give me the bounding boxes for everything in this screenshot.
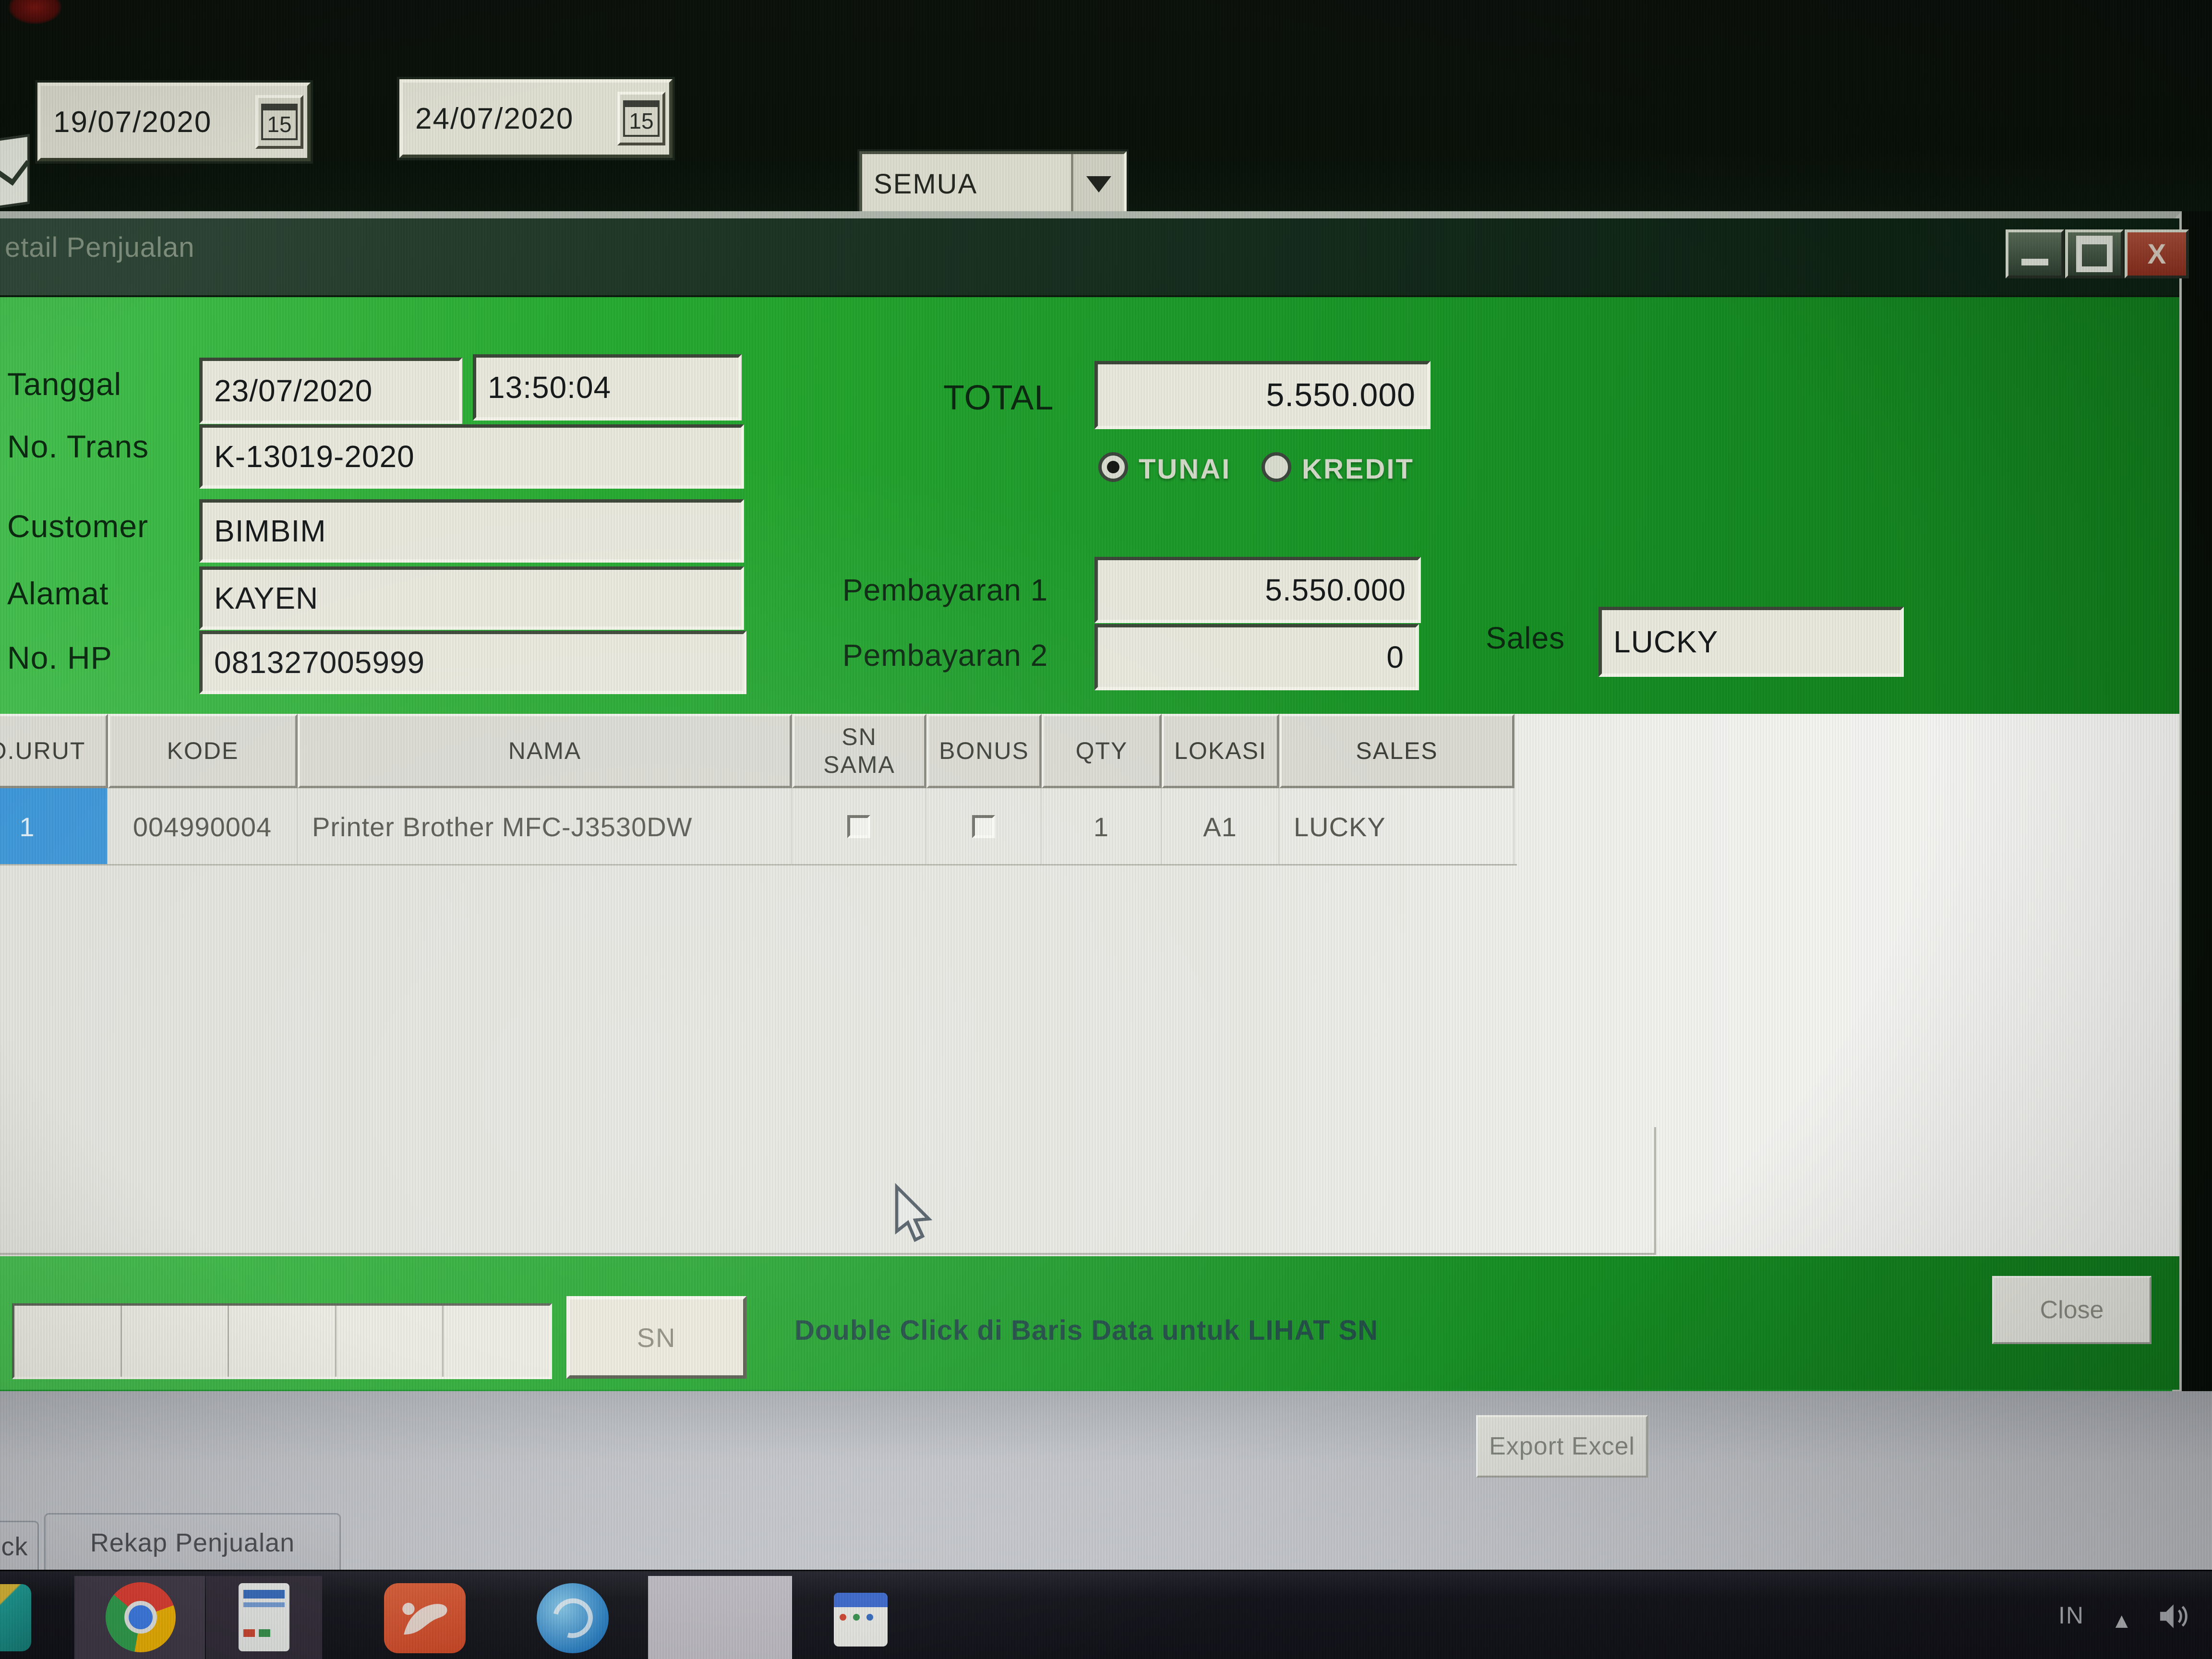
no-trans-label: No. Trans — [7, 429, 149, 464]
app-window-icon[interactable] — [834, 1593, 888, 1647]
minimize-button[interactable] — [2006, 229, 2064, 278]
pembayaran1-label: Pembayaran 1 — [842, 573, 1048, 607]
col-header-nama: NAMA — [298, 714, 792, 788]
alamat-label: Alamat — [7, 576, 109, 611]
pembayaran1-field[interactable]: 5.550.000 — [1094, 557, 1421, 623]
taskbar — [0, 1570, 2212, 1659]
speaker-icon[interactable] — [2156, 1601, 2197, 1634]
record-navigator[interactable] — [12, 1303, 552, 1379]
sales-label: Sales — [1486, 621, 1565, 655]
tanggal-label: Tanggal — [7, 366, 122, 402]
date-from-value[interactable]: 19/07/2020 — [53, 105, 212, 139]
col-header-sales: SALES — [1279, 714, 1515, 788]
col-header-lokasi: LOKASI — [1162, 714, 1279, 788]
time-field[interactable]: 13:50:04 — [473, 354, 742, 421]
nav-prev-button[interactable] — [122, 1306, 229, 1377]
calendar-icon[interactable]: 15 — [617, 92, 665, 145]
close-icon: X — [2147, 238, 2166, 270]
language-indicator[interactable]: IN — [2058, 1602, 2084, 1629]
maximize-icon — [2076, 236, 2113, 272]
taskbar-app-icon-partial[interactable] — [0, 1584, 31, 1651]
col-header-kode: KODE — [108, 714, 298, 788]
nav-next-button[interactable] — [229, 1306, 337, 1377]
no-trans-field[interactable]: K-13019-2020 — [199, 424, 744, 489]
red-smudge — [9, 0, 61, 24]
sales-field[interactable]: LUCKY — [1599, 607, 1904, 677]
taskbar-light-tile[interactable] — [648, 1576, 792, 1659]
filter-bar: 19/07/2020 15 24/07/2020 15 SEMUA — [0, 0, 2212, 217]
tab-left-partial[interactable]: ck — [0, 1521, 39, 1571]
date-from-picker[interactable]: 19/07/2020 15 — [37, 83, 311, 161]
close-form-button[interactable]: Close — [1992, 1276, 2152, 1344]
row-sales-cell[interactable]: LUCKY — [1279, 788, 1515, 865]
tunai-radio[interactable] — [1098, 452, 1128, 482]
date-to-value[interactable]: 24/07/2020 — [415, 102, 574, 135]
tunai-label: TUNAI — [1139, 454, 1231, 485]
no-hp-field[interactable]: 081327005999 — [199, 631, 746, 694]
total-label: TOTAL — [943, 379, 1054, 417]
category-dropdown[interactable]: SEMUA — [859, 151, 1127, 217]
pembayaran2-field[interactable]: 0 — [1094, 624, 1419, 690]
row-lokasi-cell[interactable]: A1 — [1162, 788, 1279, 865]
grid-bottom-border — [0, 1253, 1656, 1255]
nav-extra-cell[interactable] — [444, 1306, 550, 1377]
document-app-icon[interactable] — [239, 1583, 289, 1651]
maximize-button[interactable] — [2065, 229, 2124, 278]
kredit-label: KREDIT — [1302, 454, 1414, 485]
sn-button[interactable]: SN — [566, 1296, 746, 1379]
row-divider — [0, 864, 1517, 866]
col-header-bonus: BONUS — [926, 714, 1042, 788]
partial-checkbox[interactable] — [0, 134, 30, 209]
double-click-hint: Double Click di Baris Data untuk LIHAT S… — [794, 1315, 1379, 1346]
total-field[interactable]: 5.550.000 — [1094, 361, 1431, 429]
row-qty-cell[interactable]: 1 — [1042, 788, 1162, 865]
phone-app-icon[interactable] — [384, 1583, 466, 1653]
no-hp-label: No. HP — [7, 640, 112, 675]
tray-expand-icon[interactable]: ▲ — [2111, 1609, 2132, 1633]
browser-globe-icon[interactable] — [537, 1583, 609, 1653]
col-header-sn-sama: SN SAMA — [792, 714, 926, 788]
row-sn-sama-cell[interactable] — [792, 788, 926, 865]
category-dropdown-value: SEMUA — [874, 168, 978, 200]
minimize-icon — [2021, 259, 2048, 265]
grid-body — [0, 714, 2179, 1256]
col-header-no-urut: NO.URUT — [0, 714, 108, 788]
nav-first-button[interactable] — [14, 1306, 122, 1377]
row-nama-cell[interactable]: Printer Brother MFC-J3530DW — [298, 788, 792, 865]
row-bonus-cell[interactable] — [926, 788, 1042, 865]
mouse-cursor — [889, 1182, 939, 1253]
chrome-icon[interactable] — [106, 1582, 176, 1652]
tanggal-field[interactable]: 23/07/2020 — [199, 358, 462, 424]
kredit-radio[interactable] — [1262, 452, 1291, 482]
window-title: etail Penjualan — [5, 232, 195, 263]
date-to-picker[interactable]: 24/07/2020 15 — [399, 79, 673, 158]
alamat-field[interactable]: KAYEN — [199, 566, 744, 630]
calendar-icon[interactable]: 15 — [255, 95, 303, 149]
close-button[interactable]: X — [2125, 229, 2189, 278]
tab-rekap-penjualan[interactable]: Rekap Penjualan — [44, 1513, 341, 1571]
bonus-checkbox[interactable] — [972, 815, 995, 838]
nav-last-button[interactable] — [337, 1306, 444, 1377]
col-header-qty: QTY — [1042, 714, 1162, 788]
customer-label: Customer — [7, 508, 149, 544]
row-no-urut-cell[interactable]: 1 — [0, 788, 108, 865]
pembayaran2-label: Pembayaran 2 — [842, 638, 1048, 673]
grid-right-border — [1654, 1127, 1656, 1255]
window-titlebar — [0, 218, 2179, 297]
customer-field[interactable]: BIMBIM — [199, 499, 744, 563]
chevron-down-icon[interactable] — [1071, 154, 1124, 214]
export-excel-button[interactable]: Export Excel — [1476, 1415, 1648, 1478]
sn-sama-checkbox[interactable] — [847, 815, 870, 838]
parent-window-area — [0, 1391, 2212, 1570]
row-kode-cell[interactable]: 004990004 — [108, 788, 298, 865]
